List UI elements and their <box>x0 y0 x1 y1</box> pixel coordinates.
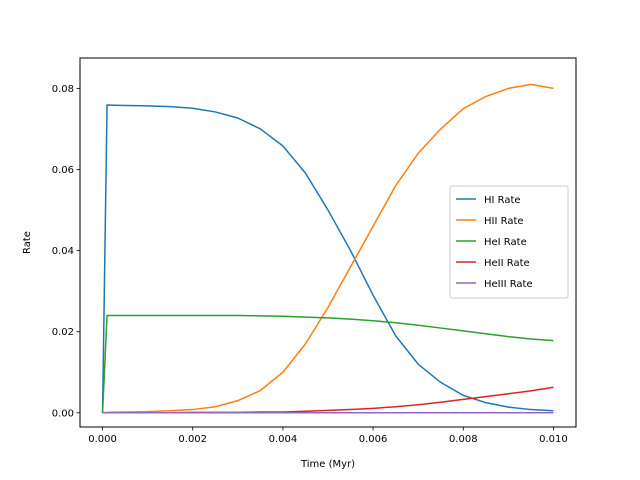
y-tick-label: 0.08 <box>52 84 74 95</box>
legend-box <box>449 185 569 299</box>
legend-label: HI Rate <box>484 195 521 206</box>
x-tick-label: 0.004 <box>269 434 298 445</box>
x-tick-label: 0.008 <box>449 434 478 445</box>
legend: HI Rate HII Rate HeI Rate HeII Rate HeIII Ra… <box>449 185 569 299</box>
legend-label: HeII Rate <box>484 258 530 269</box>
y-tick-label: 0.06 <box>52 165 74 176</box>
y-axis-ticks: 0.00 0.02 0.04 0.06 0.08 <box>52 84 80 419</box>
x-tick-label: 0.000 <box>88 434 117 445</box>
legend-label: HII Rate <box>484 216 524 227</box>
x-tick-label: 0.002 <box>178 434 207 445</box>
y-tick-label: 0.02 <box>52 327 74 338</box>
x-axis-ticks: 0.000 0.002 0.004 0.006 0.008 0.010 <box>88 427 568 445</box>
y-tick-label: 0.00 <box>52 408 74 419</box>
series-line-1 <box>102 83 554 414</box>
y-axis-label: Rate <box>22 231 33 254</box>
x-tick-label: 0.006 <box>359 434 388 445</box>
y-tick-label: 0.04 <box>52 246 74 257</box>
legend-label: HeI Rate <box>484 237 527 248</box>
legend-label: HeIII Rate <box>484 279 533 290</box>
x-tick-label: 0.010 <box>539 434 568 445</box>
plot-frame <box>79 57 577 428</box>
x-axis-label: Time (Myr) <box>300 459 355 470</box>
series-line-2 <box>101 314 554 413</box>
series-line-0 <box>101 104 554 413</box>
series-layer <box>101 83 554 414</box>
